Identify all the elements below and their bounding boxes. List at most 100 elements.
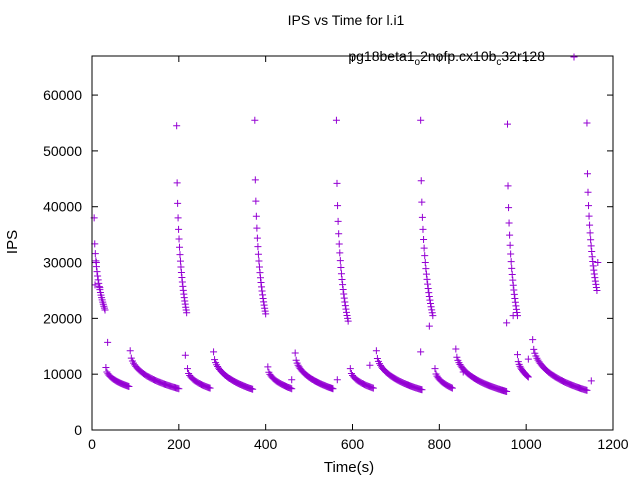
data-point — [585, 202, 593, 210]
x-tick-label: 1200 — [597, 436, 628, 452]
data-point — [206, 384, 214, 392]
data-point — [530, 345, 538, 353]
data-point — [249, 385, 257, 393]
data-point — [509, 276, 517, 284]
data-point — [529, 336, 537, 344]
data-point — [335, 240, 343, 248]
data-point — [343, 311, 351, 319]
data-point — [424, 280, 432, 288]
data-point — [587, 236, 595, 244]
plot-frame — [91, 55, 614, 431]
data-point — [94, 276, 102, 284]
data-point — [176, 243, 184, 251]
x-axis-ticks: 0 200 400 600 800 1000 1200 — [88, 56, 629, 452]
data-point — [417, 348, 425, 356]
data-point — [175, 385, 183, 393]
data-point — [584, 188, 592, 196]
data-point — [459, 368, 467, 376]
x-tick-label: 0 — [88, 436, 96, 452]
data-point — [336, 257, 344, 265]
data-point — [253, 224, 261, 232]
data-point — [262, 310, 270, 318]
data-point — [507, 258, 515, 266]
data-point — [259, 294, 267, 302]
data-point — [448, 384, 456, 392]
data-point — [590, 270, 598, 278]
data-point — [210, 348, 218, 356]
data-point — [173, 179, 181, 187]
data-point — [503, 319, 511, 327]
data-point — [254, 243, 262, 251]
data-point — [340, 290, 348, 298]
data-point — [524, 355, 532, 363]
data-point — [419, 225, 427, 233]
data-point — [342, 308, 350, 316]
data-point — [426, 296, 434, 304]
data-point — [260, 301, 268, 309]
data-point — [587, 242, 595, 250]
data-point — [211, 356, 219, 364]
data-point — [428, 306, 436, 314]
data-point — [173, 122, 181, 130]
data-point — [592, 283, 600, 291]
y-tick-label: 0 — [74, 422, 82, 438]
data-point — [337, 270, 345, 278]
y-tick-label: 40000 — [43, 199, 82, 215]
data-point — [504, 182, 512, 190]
data-point — [288, 385, 296, 393]
data-point — [126, 347, 134, 355]
data-point — [334, 217, 342, 225]
data-point — [339, 285, 347, 293]
data-point — [340, 294, 348, 302]
data-point — [334, 202, 342, 210]
data-point — [417, 177, 425, 185]
data-point — [585, 212, 593, 220]
data-point — [506, 231, 514, 239]
data-point — [583, 170, 591, 178]
data-point — [251, 176, 259, 184]
data-point — [332, 116, 340, 124]
x-tick-label: 600 — [341, 436, 365, 452]
data-point — [261, 304, 269, 312]
data-point — [425, 322, 433, 330]
x-axis-label: Time(s) — [324, 459, 374, 476]
data-point — [524, 372, 532, 380]
x-tick-label: 200 — [167, 436, 191, 452]
data-point — [339, 281, 347, 289]
y-axis-label: IPS — [4, 230, 21, 254]
y-tick-label: 50000 — [43, 143, 82, 159]
data-point — [91, 250, 99, 258]
data-point — [183, 309, 191, 317]
data-point — [291, 349, 299, 357]
data-point — [420, 235, 428, 243]
data-point — [589, 257, 597, 265]
data-point — [509, 312, 517, 320]
y-tick-label: 20000 — [43, 310, 82, 326]
data-point — [101, 306, 109, 314]
x-tick-label: 800 — [428, 436, 452, 452]
data-point — [253, 234, 261, 242]
chart-title: IPS vs Time for l.i1 — [288, 12, 405, 28]
data-point — [508, 271, 516, 279]
data-point — [256, 274, 264, 282]
data-point — [373, 354, 381, 362]
data-point — [92, 259, 100, 267]
data-point — [418, 386, 426, 394]
data-point — [260, 298, 268, 306]
data-point — [176, 257, 184, 265]
data-point — [423, 275, 431, 283]
data-point — [503, 387, 511, 395]
data-point — [346, 365, 354, 373]
x-tick-label: 1000 — [511, 436, 542, 452]
data-point — [506, 241, 514, 249]
data-point — [91, 281, 99, 289]
data-point — [583, 119, 591, 127]
data-point — [424, 284, 432, 292]
data-point — [329, 385, 337, 393]
data-point — [258, 283, 266, 291]
data-point — [427, 300, 435, 308]
data-point — [254, 250, 262, 258]
data-point — [366, 361, 374, 369]
